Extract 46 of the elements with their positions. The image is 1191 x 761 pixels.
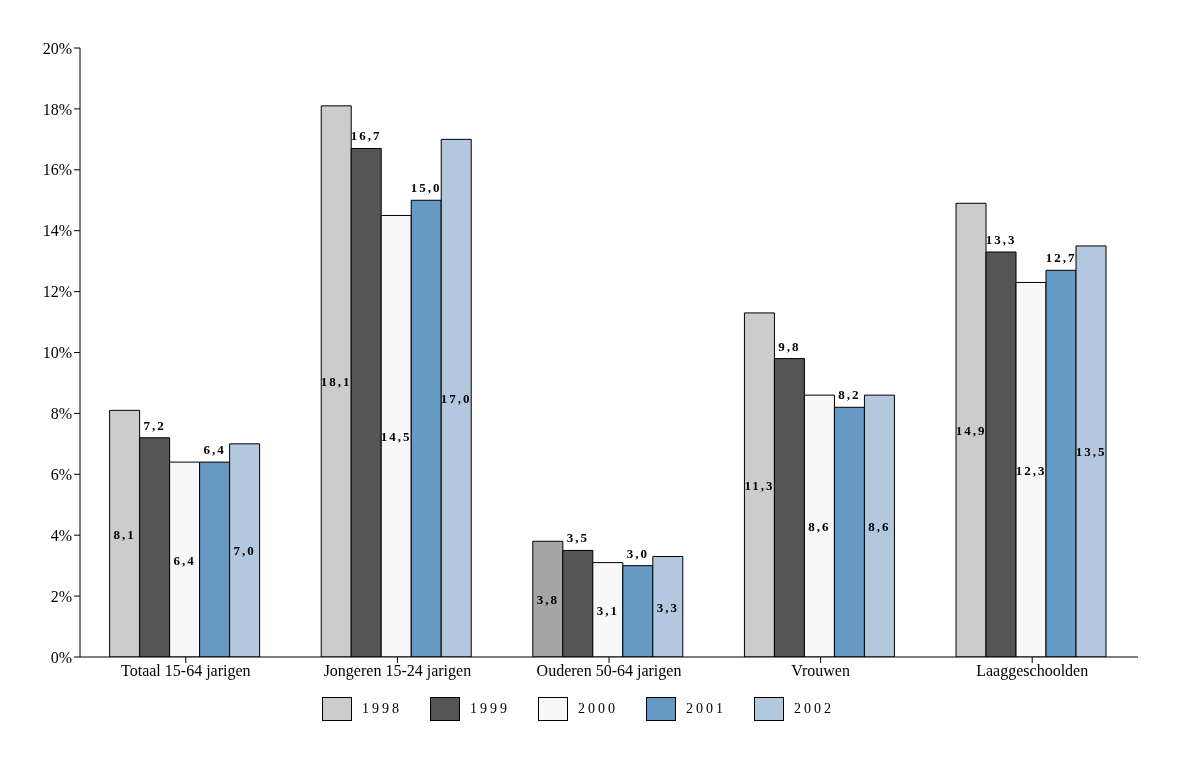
data-label: 8,1 (113, 526, 136, 542)
y-tick-label: 12% (42, 283, 72, 301)
y-tick-label: 0% (50, 648, 72, 666)
legend-label: 2002 (794, 701, 834, 717)
data-label: 8,2 (838, 387, 861, 403)
data-label: 17,0 (440, 391, 472, 407)
y-tick-label: 4% (50, 526, 72, 544)
data-label: 7,2 (143, 417, 166, 433)
x-tick-label: Ouderen 50-64 jarigen (536, 662, 682, 681)
data-label: 3,1 (596, 602, 619, 618)
data-label: 8,6 (808, 519, 831, 535)
x-tick-label: Laaggeschoolden (976, 662, 1089, 681)
data-label: 3,8 (536, 592, 559, 608)
data-label: 18,1 (320, 374, 352, 390)
data-label: 16,7 (350, 128, 382, 144)
y-tick-label: 20% (42, 39, 72, 57)
data-label: 8,6 (868, 519, 891, 535)
data-label: 7,0 (233, 543, 256, 559)
y-tick-label: 8% (50, 405, 72, 423)
data-label: 13,3 (985, 232, 1017, 248)
data-label: 3,0 (626, 545, 649, 561)
x-tick-label: Totaal 15-64 jarigen (121, 662, 251, 681)
legend-label: 1998 (362, 701, 402, 717)
data-label: 14,9 (955, 423, 987, 439)
legend-label: 1999 (470, 701, 510, 717)
data-label: 3,5 (566, 530, 589, 546)
data-label: 11,3 (744, 477, 775, 493)
data-label: 6,4 (203, 442, 226, 458)
data-label: 9,8 (778, 338, 801, 354)
legend-label: 2001 (686, 701, 726, 717)
x-tick-label: Vrouwen (791, 662, 850, 680)
y-tick-label: 18% (42, 100, 72, 118)
data-label: 12,3 (1015, 462, 1047, 478)
y-tick-label: 2% (50, 587, 72, 605)
y-tick-label: 16% (42, 161, 72, 179)
data-label: 14,5 (380, 429, 412, 445)
y-tick-label: 14% (42, 222, 72, 240)
data-label: 3,3 (656, 599, 679, 615)
data-label: 15,0 (410, 180, 442, 196)
x-tick-label: Jongeren 15-24 jarigen (323, 662, 472, 681)
data-label: 13,5 (1075, 444, 1107, 460)
data-label: 12,7 (1045, 250, 1077, 266)
y-tick-label: 6% (50, 465, 72, 483)
legend-label: 2000 (578, 701, 618, 717)
data-label: 6,4 (173, 552, 196, 568)
y-tick-label: 10% (42, 344, 72, 362)
